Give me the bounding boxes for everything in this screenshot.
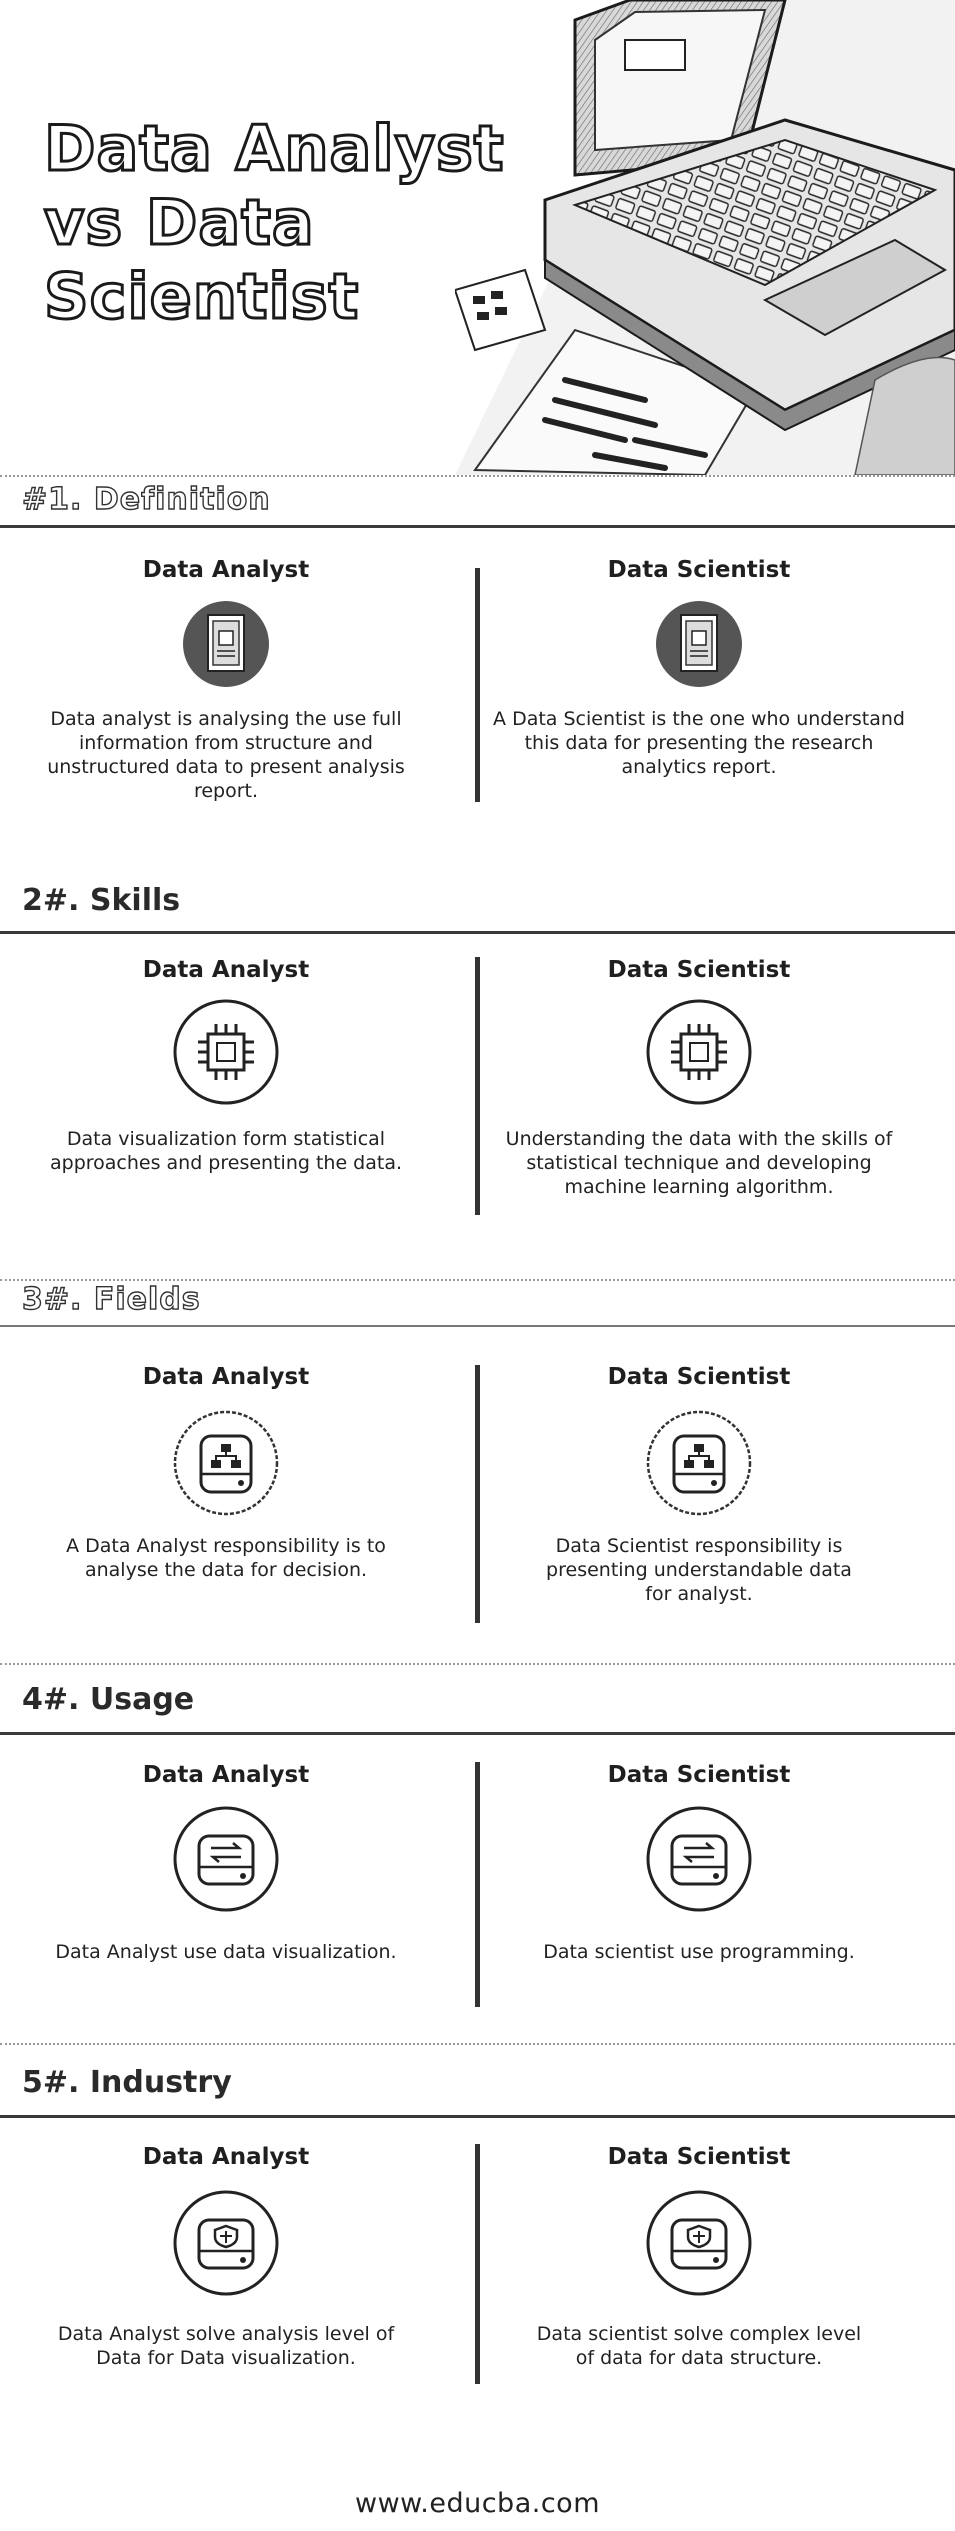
section-skills: 2#. Skills Data Analyst Data visualizati… (0, 875, 955, 1281)
analyst-column: Data Analyst Data visualization form sta… (16, 957, 436, 1175)
column-text: A Data Scientist is the one who understa… (493, 708, 905, 778)
column-text: Understanding the data with the skills o… (505, 1128, 893, 1198)
column-text: Data scientist solve complex level of da… (536, 2323, 862, 2369)
scientist-column: Data Scientist Data scientist use progra… (489, 1762, 909, 1964)
column-heading: Data Scientist (607, 957, 791, 983)
analyst-column: Data Analyst Data Analyst use data visua… (16, 1762, 436, 1964)
column-divider (475, 957, 480, 1215)
column-text: Data Analyst solve analysis level of Dat… (57, 2323, 395, 2369)
page-title: Data Analyst vs Data Scientist (43, 111, 506, 335)
document-icon (183, 601, 269, 687)
drive-network-icon (173, 1410, 279, 1516)
column-divider (475, 1365, 480, 1623)
column-divider (475, 2144, 480, 2384)
document-icon (656, 601, 742, 687)
column-heading: Data Analyst (142, 2144, 310, 2170)
column-heading: Data Scientist (607, 2144, 791, 2170)
analyst-column: Data Analyst Data Analyst solve analysis… (16, 2144, 436, 2370)
title-line: Scientist (43, 259, 360, 335)
drive-transfer-icon (646, 1806, 752, 1912)
scientist-column: Data Scientist Understanding the data wi… (489, 957, 909, 1199)
chip-icon (646, 999, 752, 1105)
column-divider (475, 568, 480, 802)
section-title: 4#. Usage (22, 1682, 195, 1717)
column-heading: Data Scientist (607, 557, 791, 583)
column-text: A Data Analyst responsibility is to anal… (66, 1535, 386, 1581)
column-text: Data Analyst use data visualization. (55, 1941, 397, 1963)
column-text: Data Scientist responsibility is present… (546, 1535, 852, 1605)
section-title: 2#. Skills (22, 883, 181, 918)
scientist-column: Data Scientist A Data Scientist is the o… (489, 557, 909, 779)
column-text: Data visualization form statistical appr… (49, 1128, 403, 1174)
column-heading: Data Analyst (142, 957, 310, 983)
column-heading: Data Scientist (607, 1364, 791, 1390)
analyst-column: Data Analyst A Data Analyst responsibili… (16, 1364, 436, 1582)
column-heading: Data Scientist (607, 1762, 791, 1788)
column-text: Data scientist use programming. (543, 1941, 855, 1963)
column-heading: Data Analyst (142, 557, 310, 583)
section-usage: 4#. Usage Data Analyst Data Analyst use … (0, 1665, 955, 2045)
drive-transfer-icon (173, 1806, 279, 1912)
title-line: vs Data (43, 185, 316, 261)
section-title: 3#. Fields (21, 1281, 201, 1317)
scientist-column: Data Scientist Data Scientist responsibi… (489, 1364, 909, 1606)
column-heading: Data Analyst (142, 1364, 310, 1390)
analyst-column: Data Analyst Data analyst is analysing t… (16, 557, 436, 803)
section-fields: 3#. Fields Data Analyst A Data Analyst r… (0, 1280, 955, 1665)
laptop-illustration (455, 0, 955, 475)
section-definition: #1. Definition Data Analyst Data analyst… (0, 475, 955, 875)
drive-shield-icon (173, 2190, 279, 2296)
drive-network-icon (646, 1410, 752, 1516)
column-heading: Data Analyst (142, 1762, 310, 1788)
hero-banner: Data Analyst vs Data Scientist (0, 0, 955, 475)
title-line: Data Analyst (43, 111, 506, 187)
section-industry: 5#. Industry Data Analyst Data Analyst s… (0, 2045, 955, 2470)
section-title: #1. Definition (21, 481, 271, 517)
column-divider (475, 1762, 480, 2007)
scientist-column: Data Scientist Data scientist solve comp… (489, 2144, 909, 2370)
chip-icon (173, 999, 279, 1105)
column-text: Data analyst is analysing the use full i… (47, 708, 405, 802)
section-title: 5#. Industry (22, 2065, 232, 2100)
drive-shield-icon (646, 2190, 752, 2296)
footer-url[interactable]: www.educba.com (355, 2488, 600, 2519)
